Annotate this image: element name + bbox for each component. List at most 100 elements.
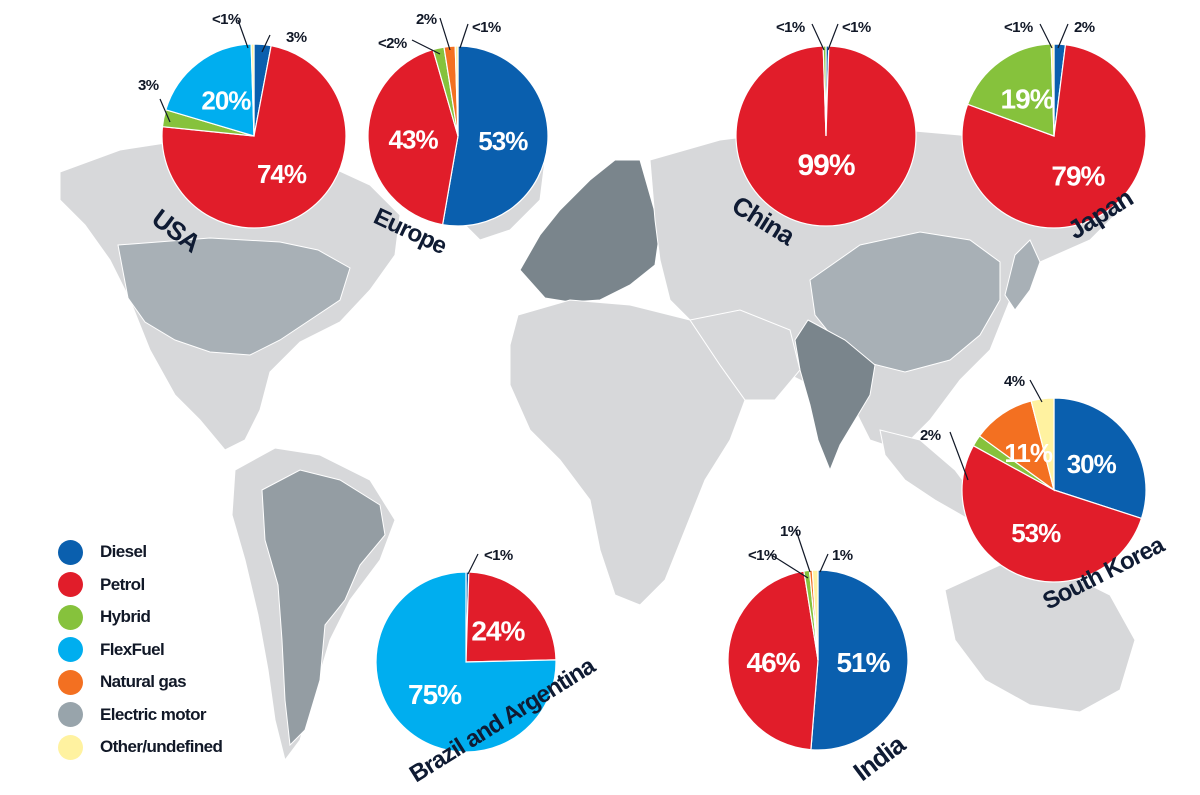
pie-leader-usa-0 xyxy=(261,34,271,53)
pie-leader-europe-4 xyxy=(459,23,469,49)
legend-swatch-hybrid xyxy=(58,604,83,630)
pie-slice-usa-petrol xyxy=(161,44,347,229)
map-usa xyxy=(117,237,351,356)
legend-item-diesel: Diesel xyxy=(58,536,222,569)
pie-leader-south-korea-2 xyxy=(949,431,969,481)
pie-slice-japan-other-undefined xyxy=(1050,43,1055,137)
pie-label-brazil-and-argentina-0: <1% xyxy=(484,547,513,564)
pie-label-south-korea-3: 11% xyxy=(1004,438,1052,468)
pie-label-india-0: 51% xyxy=(836,647,890,678)
legend-item-hybrid: Hybrid xyxy=(58,601,222,634)
pie-label-china-0: <1% xyxy=(842,19,871,36)
pie-slice-india-petrol xyxy=(727,570,819,751)
pie-label-india-3: <1% xyxy=(748,547,777,564)
pie-leader-south-korea-4 xyxy=(1029,379,1043,403)
pie-slice-china-petrol xyxy=(735,45,917,227)
pie-slice-europe-diesel xyxy=(441,45,549,227)
legend-item-other: Other/undefined xyxy=(58,731,223,764)
pie-label-japan-1: 79% xyxy=(1051,160,1105,191)
map-brazil-argentina xyxy=(261,469,386,747)
pie-slice-brazil-and-argentina-petrol xyxy=(465,571,557,663)
pie-india: 51%46%1%<1% 1%India xyxy=(727,523,911,787)
map-japan xyxy=(1004,239,1041,311)
legend-swatch-other xyxy=(58,734,83,760)
legend-swatch-petrol xyxy=(58,572,83,598)
pie-slice-usa-flexfuel xyxy=(165,43,255,137)
pie-title-usa: USA xyxy=(146,203,206,259)
pie-leader-india-3 xyxy=(769,553,809,579)
pie-label-usa-2: 3% xyxy=(138,77,159,94)
pie-label-europe-4: <1% xyxy=(472,19,501,36)
pie-label-south-korea-1: 53% xyxy=(1011,518,1061,548)
legend-label-other: Other/undefined xyxy=(100,737,223,757)
pie-slice-india-diesel xyxy=(810,569,909,751)
pie-china: <1%99%<1%China xyxy=(727,19,917,252)
pie-label-japan-3: <1% xyxy=(1004,19,1033,36)
legend-swatch-diesel xyxy=(58,539,83,565)
legend-label-electric-motor: Electric motor xyxy=(100,704,207,724)
legend-item-natural-gas: Natural gas xyxy=(58,666,222,699)
pie-leader-china-2 xyxy=(811,23,825,51)
pie-label-japan-2: 19% xyxy=(1001,84,1055,115)
legend-item-petrol: Petrol xyxy=(58,569,222,602)
pie-leader-usa-4 xyxy=(237,19,249,49)
legend-swatch-electric-motor xyxy=(58,702,83,728)
legend-item-electric-motor: Electric motor xyxy=(58,699,222,732)
map-middle-east xyxy=(689,309,801,401)
legend-swatch-flexfuel xyxy=(58,637,83,663)
pie-label-china-1: 99% xyxy=(797,149,854,182)
pie-slice-south-korea-petrol xyxy=(961,444,1143,583)
pie-label-europe-1: 43% xyxy=(389,124,439,154)
pie-slice-china-hybrid xyxy=(822,45,827,137)
pie-leader-japan-0 xyxy=(1057,23,1069,49)
pie-label-usa-3: 20% xyxy=(201,86,251,116)
pie-usa: 3% 74% 3% 20% <1% USA xyxy=(138,11,347,259)
pie-label-south-korea-2: 2% xyxy=(920,427,941,444)
pie-slice-europe-petrol xyxy=(367,48,459,226)
pie-slice-brazil-and-argentina-flexfuel xyxy=(375,571,557,753)
legend-label-flexfuel: FlexFuel xyxy=(100,639,165,659)
pie-label-europe-0: 53% xyxy=(478,126,528,156)
pie-slice-south-korea-other-undefined xyxy=(1030,397,1055,491)
pie-label-south-korea-4: 4% xyxy=(1004,373,1025,390)
pie-brazil-and-argentina: <1%24%75%Brazil and Argentina xyxy=(375,547,601,788)
pie-label-south-korea-0: 30% xyxy=(1067,449,1117,479)
pie-leader-brazil-and-argentina-0 xyxy=(467,553,479,575)
pie-leader-china-0 xyxy=(827,23,839,51)
legend-item-flexfuel: FlexFuel xyxy=(58,634,222,667)
legend-label-hybrid: Hybrid xyxy=(100,607,151,627)
pie-leader-japan-3 xyxy=(1039,23,1053,49)
pie-leader-india-2 xyxy=(795,529,811,573)
pie-leader-europe-2 xyxy=(411,39,441,55)
pie-label-usa-4: <1% xyxy=(212,11,241,28)
pie-slice-india-other-undefined xyxy=(811,569,819,661)
pie-label-india-1: 46% xyxy=(747,647,801,678)
legend-label-natural-gas: Natural gas xyxy=(100,672,187,692)
pie-europe: 53%43%<2%2% <1%Europe xyxy=(367,11,549,260)
pie-slice-usa-other-undefined xyxy=(250,43,255,137)
pie-leader-usa-2 xyxy=(159,98,171,123)
pie-label-china-2: <1% xyxy=(776,19,805,36)
pie-label-usa-0: 3% xyxy=(286,29,307,46)
pie-south-korea: 30%53%2%11%4%South Korea xyxy=(920,373,1170,615)
pie-label-japan-0: 2% xyxy=(1074,19,1095,36)
legend: Diesel Petrol Hybrid FlexFuel Natural ga… xyxy=(58,536,223,764)
legend-label-petrol: Petrol xyxy=(100,574,145,594)
pie-label-brazil-and-argentina-1: 24% xyxy=(471,615,525,646)
legend-swatch-natural-gas xyxy=(58,669,83,695)
pie-label-europe-2: <2% xyxy=(378,35,407,52)
pie-slice-europe-other-undefined xyxy=(454,45,459,137)
pie-label-usa-1: 74% xyxy=(257,159,307,189)
pie-japan: 2%79%19%<1%Japan xyxy=(961,19,1147,245)
pie-leader-europe-3 xyxy=(439,17,451,51)
pie-slice-south-korea-diesel xyxy=(1053,397,1147,520)
pie-label-india-4: 1% xyxy=(832,547,853,564)
pie-label-europe-3: 2% xyxy=(416,11,437,28)
pie-label-brazil-and-argentina-2: 75% xyxy=(408,679,462,710)
legend-label-diesel: Diesel xyxy=(100,542,147,562)
pie-slice-japan-hybrid xyxy=(966,43,1055,137)
pie-label-india-2: 1% xyxy=(780,523,801,540)
pie-leader-india-4 xyxy=(819,553,829,573)
